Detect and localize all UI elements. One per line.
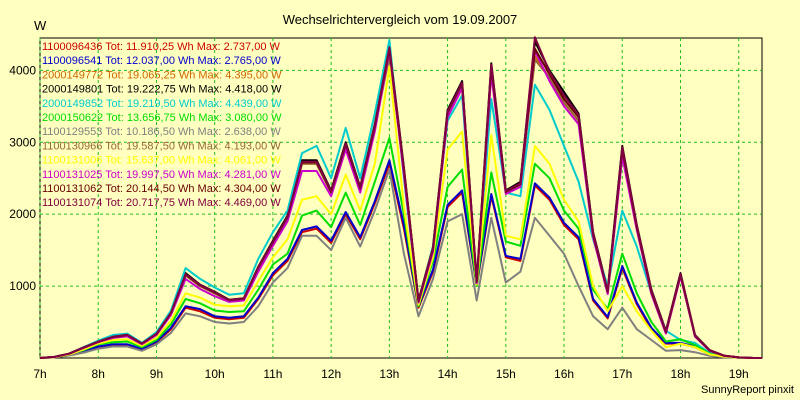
series-line-2000150622	[39, 137, 762, 359]
legend: 1100096436 Tot: 11.910,25 Wh Max: 2.737,…	[42, 41, 282, 209]
y-tick-label: 2000	[9, 207, 36, 221]
x-tick-label: 12h	[321, 367, 341, 381]
y-ticks: 1000 2000 3000 4000	[9, 63, 36, 293]
series-lines	[39, 36, 762, 359]
y-tick-label: 4000	[9, 63, 36, 77]
x-tick-label: 16h	[554, 367, 574, 381]
y-axis-label: W	[34, 18, 47, 33]
x-tick-label: 9h	[150, 367, 163, 381]
series-line-1100096541	[39, 159, 762, 359]
legend-entry: 2000149772 Tot: 19.065,25 Wh Max: 4.395,…	[42, 69, 282, 81]
legend-entry: 2000149801 Tot: 19.222,75 Wh Max: 4.418,…	[42, 84, 282, 96]
x-tick-label: 13h	[379, 367, 399, 381]
series-line-1100129553	[39, 168, 762, 359]
x-tick-label: 11h	[263, 367, 282, 381]
x-tick-label: 7h	[33, 367, 46, 381]
x-tick-label: 8h	[92, 367, 105, 381]
series-line-1100131006	[39, 65, 762, 359]
x-tick-label: 10h	[205, 367, 225, 381]
y-tick-label: 1000	[9, 279, 36, 293]
y-tick-label: 3000	[9, 135, 36, 149]
legend-entry: 1100096436 Tot: 11.910,25 Wh Max: 2.737,…	[42, 41, 281, 53]
x-tick-label: 17h	[612, 367, 632, 381]
legend-entry: 2000150622 Tot: 13.656,75 Wh Max: 3.080,…	[42, 112, 282, 124]
legend-entry: 1100130966 Tot: 19.587,50 Wh Max: 4.193,…	[42, 140, 281, 152]
x-tick-label: 18h	[670, 367, 690, 381]
legend-entry: 1100131062 Tot: 20.144,50 Wh Max: 4.304,…	[42, 183, 281, 195]
x-tick-label: 19h	[729, 367, 749, 381]
legend-entry: 1100131006 Tot: 15.637,00 Wh Max: 4.061,…	[42, 155, 281, 167]
series-line-1100131074	[39, 36, 762, 359]
legend-entry: 1100131074 Tot: 20.717,75 Wh Max: 4.469,…	[42, 197, 281, 209]
x-ticks: 7h 8h 9h 10h 11h 12h 13h 14h 15h 16h 17h 18h 19h	[33, 367, 748, 381]
legend-entry: 1100131025 Tot: 19.997,50 Wh Max: 4.281,…	[42, 169, 281, 181]
legend-entry: 1100096541 Tot: 12.037,00 Wh Max: 2.765,…	[42, 55, 281, 67]
legend-entry: 2000149852 Tot: 19.219,50 Wh Max: 4.439,…	[42, 98, 282, 110]
x-tick-label: 15h	[496, 367, 516, 381]
x-tick-label: 14h	[438, 367, 458, 381]
footer-text: SunnyReport pinxit	[701, 384, 794, 396]
chart-title: Wechselrichtervergleich vom 19.09.2007	[283, 12, 518, 27]
legend-entry: 1100129553 Tot: 10.186,50 Wh Max: 2.638,…	[42, 126, 281, 138]
